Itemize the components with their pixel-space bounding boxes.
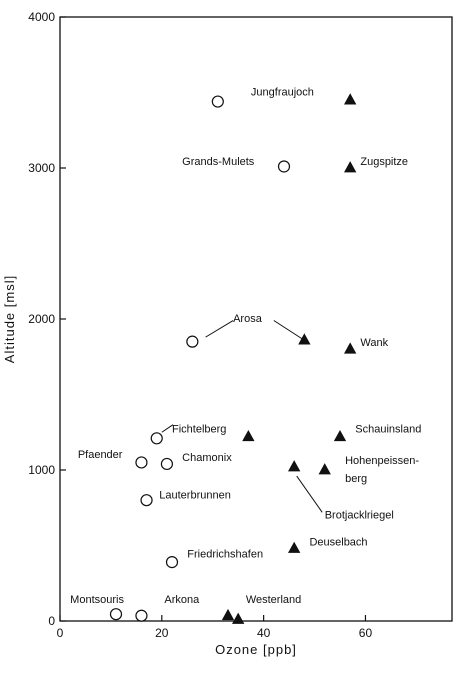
annotation-leader-lines bbox=[161, 320, 323, 513]
open-circle-point bbox=[211, 95, 224, 108]
x-axis-title: Ozone [ppb] bbox=[215, 642, 297, 657]
filled-triangle-point bbox=[344, 161, 357, 173]
site-label: Hohenpeissen- bbox=[345, 455, 419, 467]
leader-line bbox=[296, 475, 323, 513]
site-label: Fichtelberg bbox=[172, 423, 226, 435]
y-tick-label: 0 bbox=[48, 614, 55, 628]
filled-triangle-point bbox=[344, 93, 357, 105]
x-tick-label: 0 bbox=[57, 626, 64, 640]
open-circle-point bbox=[109, 608, 123, 621]
leader-line bbox=[273, 320, 303, 340]
open-circle-point bbox=[135, 456, 148, 469]
site-labels: Jungfraujoch Grands-Mulets Zugspitze Arosa W… bbox=[70, 87, 421, 606]
filled-triangle-point bbox=[298, 333, 311, 345]
leader-line bbox=[205, 320, 234, 338]
site-label: Jungfraujoch bbox=[251, 87, 314, 99]
site-label: Wank bbox=[360, 337, 388, 349]
filled-triangle-point bbox=[288, 460, 301, 472]
axis-ticks: 0 20 40 60 0 1000 2000 3000 4000 bbox=[28, 10, 372, 640]
site-label: Lauterbrunnen bbox=[159, 490, 231, 502]
y-axis-title: Altitude [msl] bbox=[2, 275, 17, 363]
site-label: Arkona bbox=[164, 594, 200, 606]
open-circle-point bbox=[277, 160, 291, 173]
filled-triangle-point bbox=[221, 608, 235, 621]
filled-triangle-point bbox=[318, 463, 331, 475]
site-label: Brotjacklriegel bbox=[325, 509, 394, 521]
site-label: Montsouris bbox=[70, 594, 124, 606]
filled-triangle-point bbox=[232, 612, 245, 624]
y-tick-label: 4000 bbox=[28, 10, 55, 24]
site-label: Zugspitze bbox=[360, 156, 408, 168]
site-label: Friedrichshafen bbox=[187, 549, 263, 561]
site-label: Pfaender bbox=[78, 449, 123, 461]
open-circle-point bbox=[186, 335, 199, 348]
filled-triangle-point bbox=[344, 342, 357, 354]
data-points bbox=[109, 93, 357, 624]
leader-line bbox=[161, 424, 174, 433]
open-circle-point bbox=[150, 432, 163, 445]
site-label: Arosa bbox=[233, 313, 263, 325]
y-tick-label: 3000 bbox=[28, 161, 55, 175]
x-tick-label: 40 bbox=[257, 626, 271, 640]
open-circle-point bbox=[160, 457, 174, 471]
open-circle-point bbox=[165, 556, 179, 569]
site-label: Schauinsland bbox=[355, 423, 421, 435]
site-label: Chamonix bbox=[182, 452, 232, 464]
site-label: Grands-Mulets bbox=[182, 156, 255, 168]
open-circle-point bbox=[140, 494, 153, 507]
filled-triangle-point bbox=[242, 429, 255, 442]
filled-triangle-point bbox=[333, 429, 347, 442]
filled-triangle-point bbox=[288, 541, 301, 553]
x-tick-label: 20 bbox=[155, 626, 169, 640]
y-tick-label: 2000 bbox=[28, 312, 55, 326]
open-circle-point bbox=[135, 609, 148, 622]
x-tick-label: 60 bbox=[359, 626, 373, 640]
site-label: berg bbox=[345, 473, 367, 485]
site-label: Westerland bbox=[246, 594, 301, 606]
y-tick-label: 1000 bbox=[28, 463, 55, 477]
site-label: Deuselbach bbox=[309, 537, 367, 549]
